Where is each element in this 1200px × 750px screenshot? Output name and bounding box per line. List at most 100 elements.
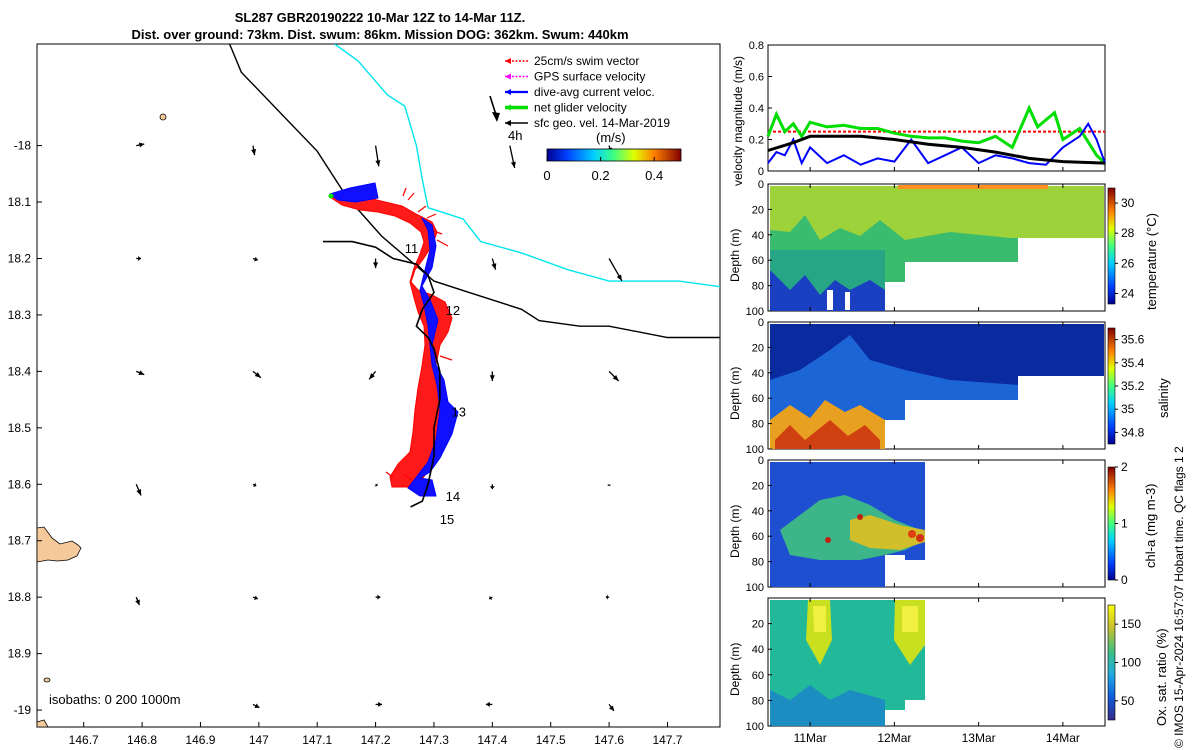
legend-entry: net glider velocity [505,101,627,115]
day-labels: 11 12 13 14 15 [405,241,466,527]
colorbar-tick-label: 0.2 [592,168,610,183]
map-xtick-label: 147.5 [536,733,566,747]
current-arrow [251,145,257,156]
salinity-clabel: salinity [1156,378,1171,418]
colorbar-tick-label: 35.4 [1121,356,1145,370]
oxygen-ylabel: Depth (m) [728,643,742,696]
day-label: 15 [440,512,454,527]
salinity-ylabel: Depth (m) [728,367,742,420]
depth-tick-label: 0 [758,179,764,191]
current-arrow [135,596,141,606]
chla-max [850,515,925,550]
chla-colorbar [1107,466,1116,581]
current-arrow [252,703,260,709]
islet-2 [43,677,51,683]
map-xtick-label: 147.3 [419,733,449,747]
temperature-field [770,186,1104,282]
current-arrow [608,258,623,282]
current-arrow [252,256,258,262]
colorbar-tick-label: 50 [1121,694,1135,708]
map-ytick-label: 18.2 [8,251,32,265]
current-arrow [374,145,381,167]
map-ytick-label: 18.9 [8,647,32,661]
chla-ylabel: Depth (m) [728,505,742,558]
title-line-1: SL287 GBR20190222 10-Mar 12Z to 14-Mar 1… [234,10,526,25]
scale-arrow-label: 4h [508,128,522,143]
legend-entry: dive-avg current veloc. [505,85,655,99]
current-arrow [608,370,620,382]
velocity-y-axis: 0 0.2 0.4 0.6 0.8 [749,40,772,178]
depth-tick-label: 40 [752,368,764,380]
map-ytick-label: 18.4 [8,364,32,378]
colorbar-tick-label: 150 [1121,617,1141,631]
depth-tick-label: 40 [752,230,764,242]
map-xtick-label: 147.7 [652,733,682,747]
depth-tick-label: 20 [752,619,764,631]
chla-hotspot-3 [857,514,863,520]
legend-label: net glider velocity [534,101,627,115]
oxygen-core-right [902,606,918,632]
colorbar-tick-label: 34.8 [1121,425,1145,439]
depth-tick-label: 80 [752,557,764,569]
velocity-ytick-label: 0.8 [749,40,764,52]
current-arrow [135,484,142,496]
islet [159,113,167,121]
time-tick-label: 11Mar [794,731,827,745]
colorbar-tick-label: 28 [1121,226,1135,240]
isobath-200-line [334,44,720,288]
map-xtick-label: 147.2 [361,733,391,747]
current-arrow [491,258,497,270]
depth-tick-label: 80 [752,419,764,431]
heatmap-axes: 0204060801002426283002040608010034.83535… [746,167,1145,745]
surface-current-arrows [135,142,623,712]
colorbar-tick-label: 100 [1121,656,1141,670]
oxygen-clabel: Ox. sat. ratio (%) [1154,628,1169,726]
temperature-clabel: temperature (°C) [1144,213,1159,310]
salinity-salty-core [775,420,880,449]
temperature-gap-1 [827,290,833,310]
map-xtick-label: 147.1 [302,733,332,747]
map-legend: 25cm/s swim vector GPS surface velocitydi… [505,54,670,130]
current-arrow [509,145,516,169]
chla-hotspot-4 [825,537,831,543]
legend-entry: sfc geo. vel. 14-Mar-2019 [505,116,670,130]
colorbar-tick-label: 35 [1121,402,1135,416]
colorbar-tick-label: 2 [1121,460,1128,474]
colorbar-tick-label: 24 [1121,286,1135,300]
map-xtick-label: 147 [249,733,269,747]
current-arrow [136,255,142,261]
speed-colorbar-ticks: 0 0.2 0.4 [543,157,663,183]
legend-label: dive-avg current veloc. [534,85,655,99]
depth-tick-label: 100 [746,444,764,456]
current-arrow [375,701,382,707]
map-ytick-label: 18.3 [8,308,32,322]
velocity-ytick-label: 0.4 [749,103,764,115]
time-tick-label: 13Mar [962,731,996,745]
depth-tick-label: 80 [752,695,764,707]
land-patch [37,526,82,563]
map-xtick-label: 146.7 [69,733,99,747]
legend-label: GPS surface velocity [534,70,645,84]
velocity-series [766,104,1107,166]
current-arrow [375,594,381,600]
salinity-colorbar [1107,327,1116,445]
map-x-axis: 146.7 146.8 146.9 147 147.1 147.2 147.3 147.4 14… [69,722,683,747]
isobaths-label: isobaths: 0 200 1000m [49,692,181,707]
velocity-ytick-label: 0.2 [749,135,764,147]
depth-tick-label: 100 [746,306,764,318]
depth-tick-label: 20 [752,480,764,492]
depth-tick-label: 0 [758,455,764,467]
depth-tick-label: 20 [752,342,764,354]
speed-colorbar [546,148,682,162]
map-xtick-label: 147.4 [477,733,507,747]
velocity-ylabel: velocity magnitude (m/s) [731,56,745,186]
depth-tick-label: 60 [752,531,764,543]
map-ytick-label: 18.1 [8,195,32,209]
land-islet-bottom [37,719,49,727]
depth-tick-label: 100 [746,582,764,594]
temperature-panel: temperature (°C) Depth (m) [728,183,1159,312]
current-arrow [252,482,257,488]
depth-tick-label: 40 [752,506,764,518]
legend-label: sfc geo. vel. 14-Mar-2019 [534,116,670,130]
